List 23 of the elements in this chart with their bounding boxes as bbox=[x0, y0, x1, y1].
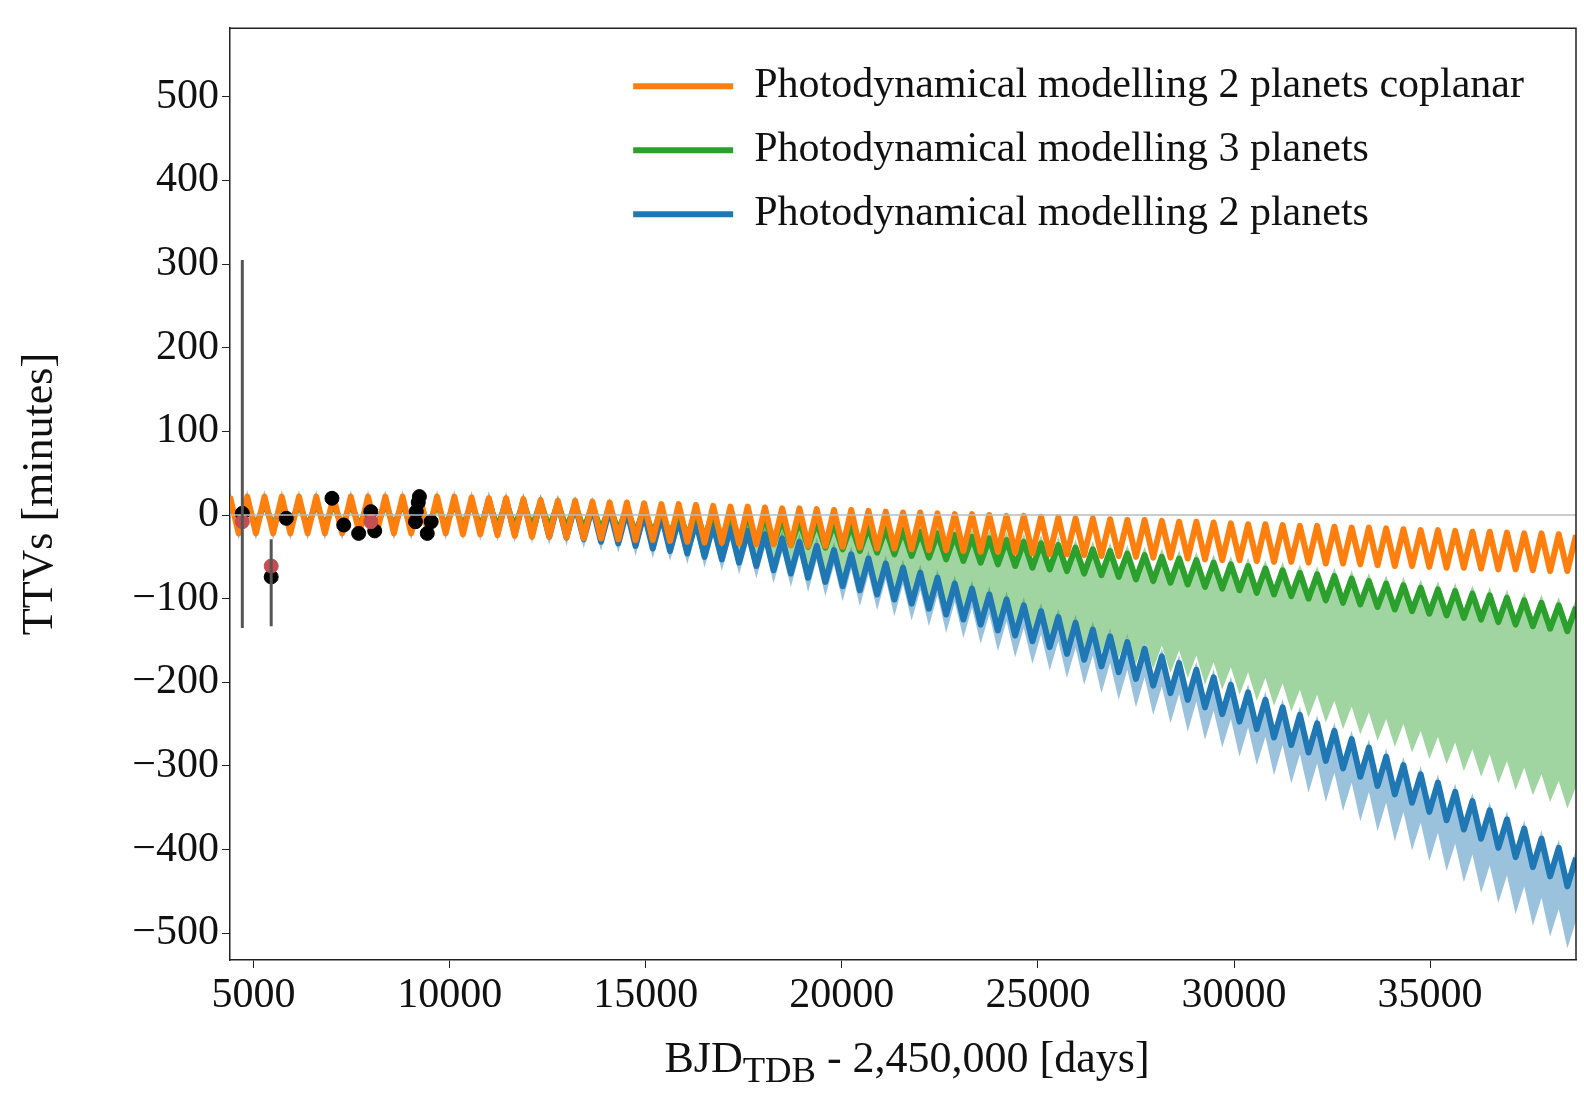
y-axis-title: TTVs [minutes] bbox=[12, 352, 62, 636]
y-tick-label: −500 bbox=[132, 907, 219, 954]
legend-label: Photodynamical modelling 2 planets bbox=[754, 188, 1369, 235]
x-tick-label: 20000 bbox=[789, 970, 895, 1017]
x-tick-label: 5000 bbox=[211, 970, 296, 1017]
x-tick-label: 25000 bbox=[985, 970, 1091, 1017]
legend-label: Photodynamical modelling 3 planets bbox=[754, 124, 1369, 171]
x-tick-label: 15000 bbox=[593, 970, 699, 1017]
y-tick-label: 400 bbox=[156, 154, 219, 201]
y-tick-label: 500 bbox=[156, 70, 219, 117]
y-tick-label: −400 bbox=[132, 823, 219, 870]
y-tick-label: −300 bbox=[132, 739, 219, 786]
y-tick-label: 100 bbox=[156, 405, 219, 452]
y-tick-label: 300 bbox=[156, 238, 219, 285]
y-tick-label: −200 bbox=[132, 656, 219, 703]
legend-label: Photodynamical modelling 2 planets coplanar bbox=[754, 60, 1525, 107]
x-tick-label: 35000 bbox=[1377, 970, 1483, 1017]
y-tick-label: 0 bbox=[198, 489, 219, 536]
y-tick-label: 200 bbox=[156, 321, 219, 368]
x-axis-title: BJD$_{TDB}$ - 2,450,000 [days] bbox=[663, 1032, 1151, 1091]
x-tick-label: 10000 bbox=[397, 970, 503, 1017]
x-tick-label: 30000 bbox=[1181, 970, 1287, 1017]
y-tick-label: −100 bbox=[132, 572, 219, 619]
